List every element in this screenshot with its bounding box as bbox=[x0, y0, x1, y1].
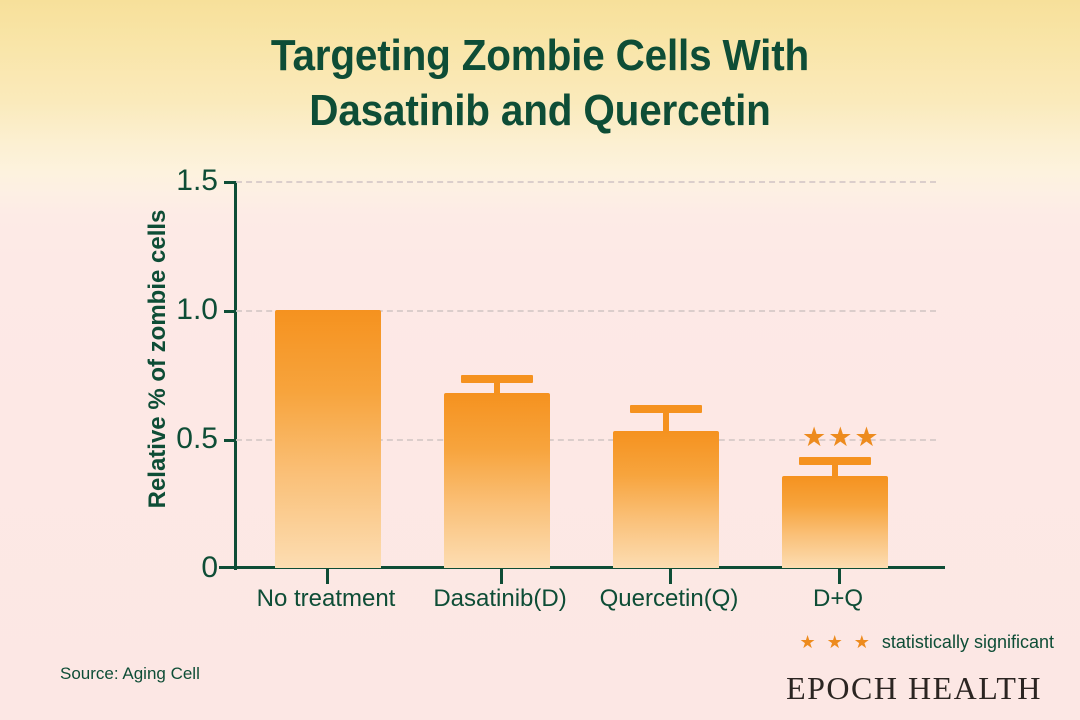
y-tick-mark-1-0 bbox=[224, 310, 237, 313]
y-tick-label-1-0: 1.0 bbox=[176, 293, 218, 326]
errorbar-cap bbox=[630, 405, 702, 413]
x-tick-mark-quercetin bbox=[669, 568, 672, 584]
bar-dasatinib bbox=[444, 393, 550, 568]
errorbar-quercetin bbox=[630, 405, 702, 433]
gridline-0-5 bbox=[236, 439, 936, 441]
y-tick-label-0: 0 bbox=[201, 551, 218, 584]
y-axis-line bbox=[234, 181, 237, 570]
errorbar-dasatinib bbox=[461, 375, 533, 395]
x-tick-mark-d-plus-q bbox=[838, 568, 841, 584]
x-axis-label-no-treatment: No treatment bbox=[256, 585, 396, 612]
y-tick-mark-0-5 bbox=[224, 439, 237, 442]
bar-quercetin bbox=[613, 431, 719, 568]
x-axis-label-quercetin: Quercetin(Q) bbox=[599, 585, 739, 612]
y-axis-title: Relative % of zombie cells bbox=[144, 209, 171, 509]
x-tick-mark-dasatinib bbox=[500, 568, 503, 584]
errorbar-stem bbox=[832, 457, 838, 478]
brand-logo: EPOCH HEALTH bbox=[786, 670, 1042, 706]
errorbar-d-plus-q bbox=[799, 457, 871, 478]
x-tick-mark-no-treatment bbox=[326, 568, 329, 584]
x-axis-line bbox=[219, 566, 945, 569]
x-axis-label-dasatinib: Dasatinib(D) bbox=[433, 585, 567, 612]
legend: ★ ★ ★ statistically significant bbox=[800, 633, 1055, 651]
source-note: Source: Aging Cell bbox=[60, 664, 200, 683]
x-axis-label-d-plus-q: D+Q bbox=[812, 585, 863, 612]
errorbar-stem bbox=[494, 375, 500, 395]
bar-no-treatment bbox=[275, 310, 381, 568]
significance-stars-d-plus-q: ★★★ bbox=[802, 422, 881, 452]
errorbar-stem bbox=[663, 405, 669, 433]
bar-d-plus-q bbox=[782, 476, 888, 568]
gridline-1-5 bbox=[236, 181, 936, 183]
y-tick-mark-1-5 bbox=[224, 181, 237, 184]
plot-area: ★★★ bbox=[236, 181, 936, 568]
errorbar-cap bbox=[799, 457, 871, 465]
legend-stars-icon: ★ ★ ★ bbox=[799, 632, 873, 652]
legend-label: statistically significant bbox=[881, 632, 1054, 652]
errorbar-cap bbox=[461, 375, 533, 383]
y-tick-label-1-5: 1.5 bbox=[176, 164, 218, 197]
page-title: Targeting Zombie Cells With Dasatinib an… bbox=[270, 31, 810, 135]
y-tick-label-0-5: 0.5 bbox=[176, 422, 218, 455]
gridline-1-0 bbox=[236, 310, 936, 312]
